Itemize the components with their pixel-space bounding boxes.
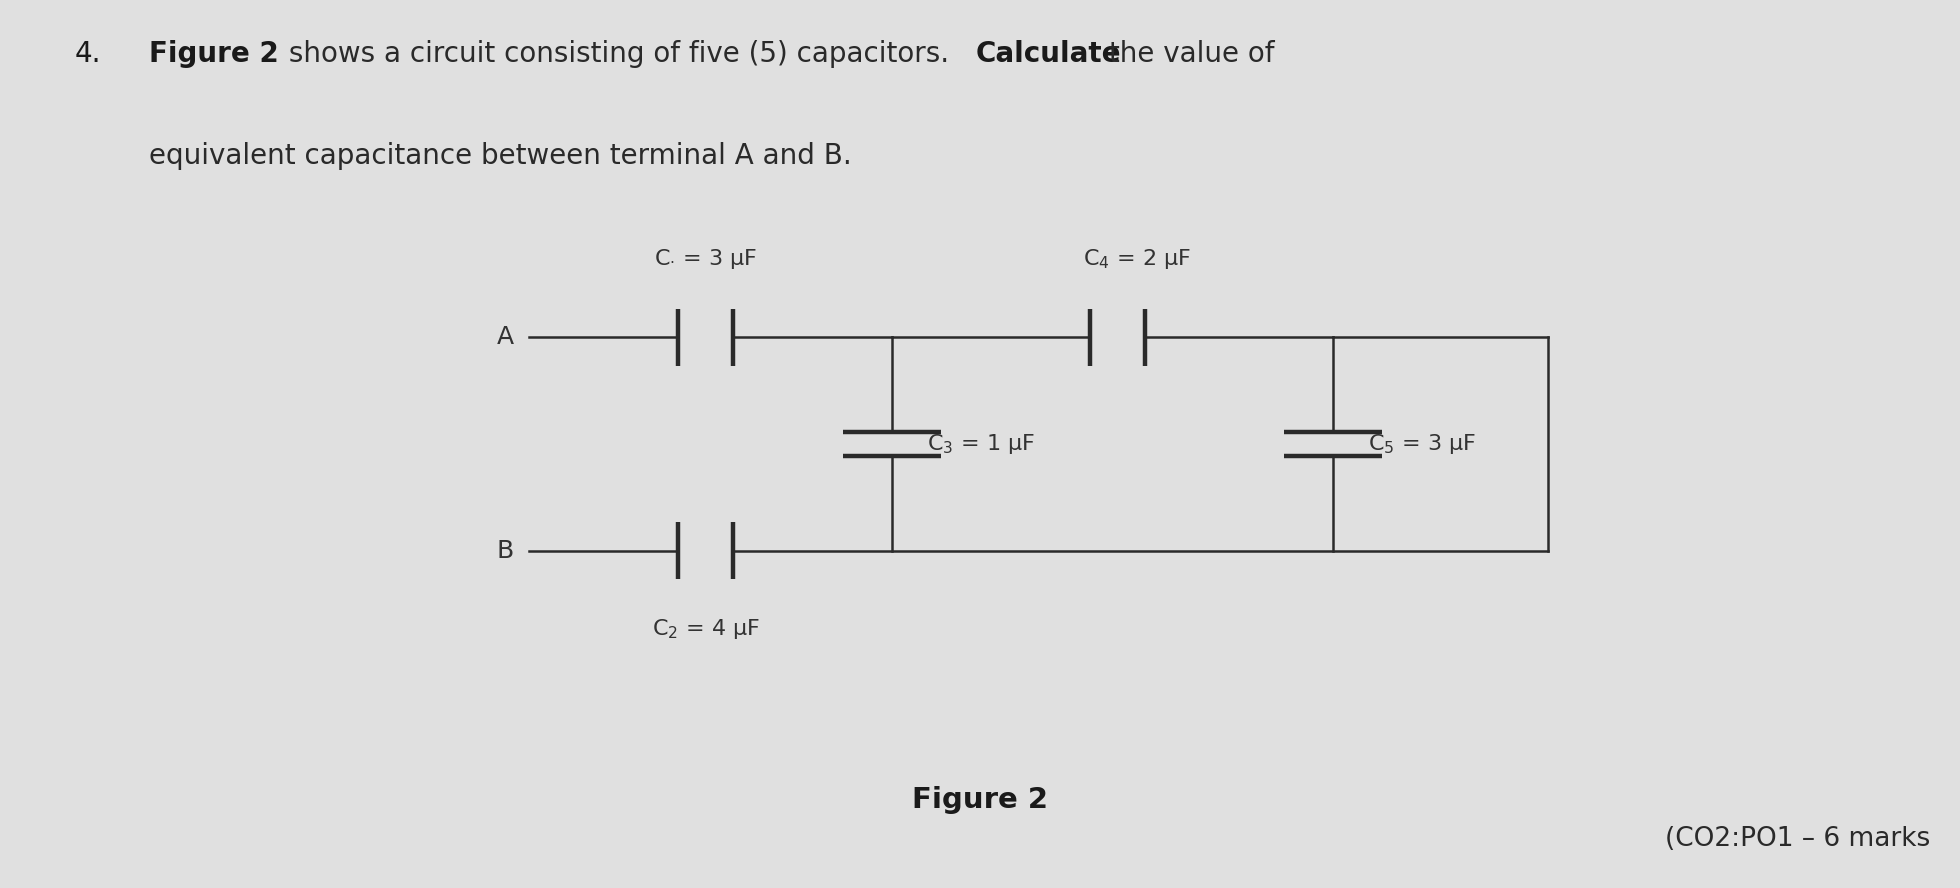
Text: C$_5$ = 3 μF: C$_5$ = 3 μF (1368, 432, 1476, 456)
Text: equivalent capacitance between terminal A and B.: equivalent capacitance between terminal … (149, 142, 853, 170)
Text: (CO2:PO1 – 6 marks: (CO2:PO1 – 6 marks (1666, 827, 1931, 852)
Text: C$_2$ = 4 μF: C$_2$ = 4 μF (651, 617, 760, 641)
Text: C$_4$ = 2 μF: C$_4$ = 2 μF (1082, 247, 1192, 271)
Text: Figure 2: Figure 2 (911, 786, 1049, 814)
Text: shows a circuit consisting of five (5) capacitors.: shows a circuit consisting of five (5) c… (280, 40, 958, 68)
Text: Figure 2: Figure 2 (149, 40, 278, 68)
Text: C$_3$ = 1 μF: C$_3$ = 1 μF (927, 432, 1035, 456)
Text: 4.: 4. (74, 40, 102, 68)
Text: B: B (496, 538, 514, 563)
Text: C$_{\cdot}$ = 3 μF: C$_{\cdot}$ = 3 μF (655, 247, 757, 271)
Text: A: A (496, 325, 514, 350)
Text: the value of: the value of (1100, 40, 1274, 68)
Text: Calculate: Calculate (976, 40, 1121, 68)
